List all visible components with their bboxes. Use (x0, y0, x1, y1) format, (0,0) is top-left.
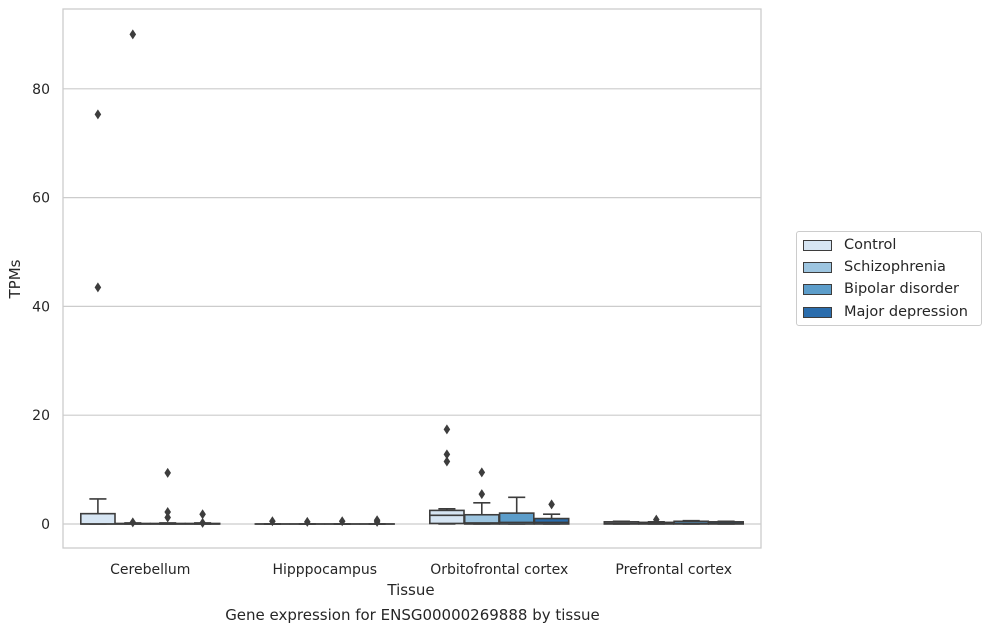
outlier-point (129, 29, 137, 40)
outlier-point (164, 507, 171, 518)
outlier-point (443, 449, 451, 460)
outlier-point (94, 109, 102, 120)
legend-swatch-control (803, 239, 832, 251)
y-tick-labels: 0 20 40 60 80 (32, 82, 50, 533)
box (79, 512, 116, 525)
box-major-depression (708, 520, 745, 525)
y-tick-label: 60 (32, 191, 50, 207)
legend-item-major-depression: Major depression (803, 302, 968, 322)
outlier-point (129, 517, 137, 528)
box-bipolar-disorder (498, 496, 535, 525)
y-tick-label: 0 (41, 517, 50, 533)
x-tick-labels: Cerebellum Hipppocampus Orbitofrontal cort… (110, 562, 732, 578)
outlier-point (373, 515, 381, 526)
outlier-point (548, 499, 555, 510)
x-tick-label: Orbitofrontal cortex (430, 562, 568, 578)
x-tick-label: Cerebellum (110, 562, 190, 578)
grid-lines (63, 88, 761, 525)
outlier-point (304, 516, 311, 527)
outlier-point (478, 467, 486, 478)
box-control (79, 498, 116, 525)
legend-swatch-major-depression (803, 306, 832, 318)
box (428, 509, 465, 525)
x-tick-label: Hipppocampus (272, 562, 377, 578)
box-schizophrenia (463, 501, 500, 525)
outlier-point (478, 489, 486, 500)
outlier-point (443, 424, 451, 435)
outlier-point (338, 516, 346, 527)
outlier-point (269, 516, 276, 527)
outlier-point (164, 512, 171, 523)
outlier-point (164, 467, 171, 478)
legend-label: Schizophrenia (844, 259, 946, 275)
legend-swatch-bipolar-disorder (803, 283, 832, 295)
legend-label: Major depression (844, 304, 968, 320)
legend-item-schizophrenia: Schizophrenia (803, 257, 946, 277)
legend-swatch-schizophrenia (803, 261, 832, 273)
legend-item-control: Control (803, 235, 896, 255)
box-bipolar-disorder (673, 519, 710, 525)
legend-item-bipolar-disorder: Bipolar disorder (803, 279, 959, 299)
y-tick-label: 40 (32, 299, 50, 315)
y-axis-label: TPMs (6, 259, 24, 299)
box-major-depression (533, 513, 570, 525)
legend-label: Control (844, 237, 897, 253)
x-tick-label: Prefrontal cortex (615, 562, 732, 578)
box-control (603, 520, 640, 525)
chart-caption: Gene expression for ENSG00000269888 by t… (225, 606, 600, 624)
outlier-points (94, 29, 660, 528)
x-axis-label: Tissue (386, 581, 434, 599)
outlier-point (199, 509, 206, 520)
legend: Control Schizophrenia Bipolar disorder M… (796, 231, 982, 326)
plot-frame (62, 8, 762, 549)
plot-boxes (79, 496, 745, 525)
box-bipolar-disorder (149, 522, 186, 525)
box (533, 517, 570, 525)
outlier-point (443, 456, 451, 467)
outlier-point (199, 517, 206, 528)
box-control (428, 507, 465, 525)
legend-label: Bipolar disorder (844, 281, 959, 297)
outlier-point (653, 514, 660, 525)
y-tick-label: 20 (32, 408, 50, 424)
y-tick-label: 80 (32, 82, 50, 98)
outlier-point (94, 282, 102, 293)
